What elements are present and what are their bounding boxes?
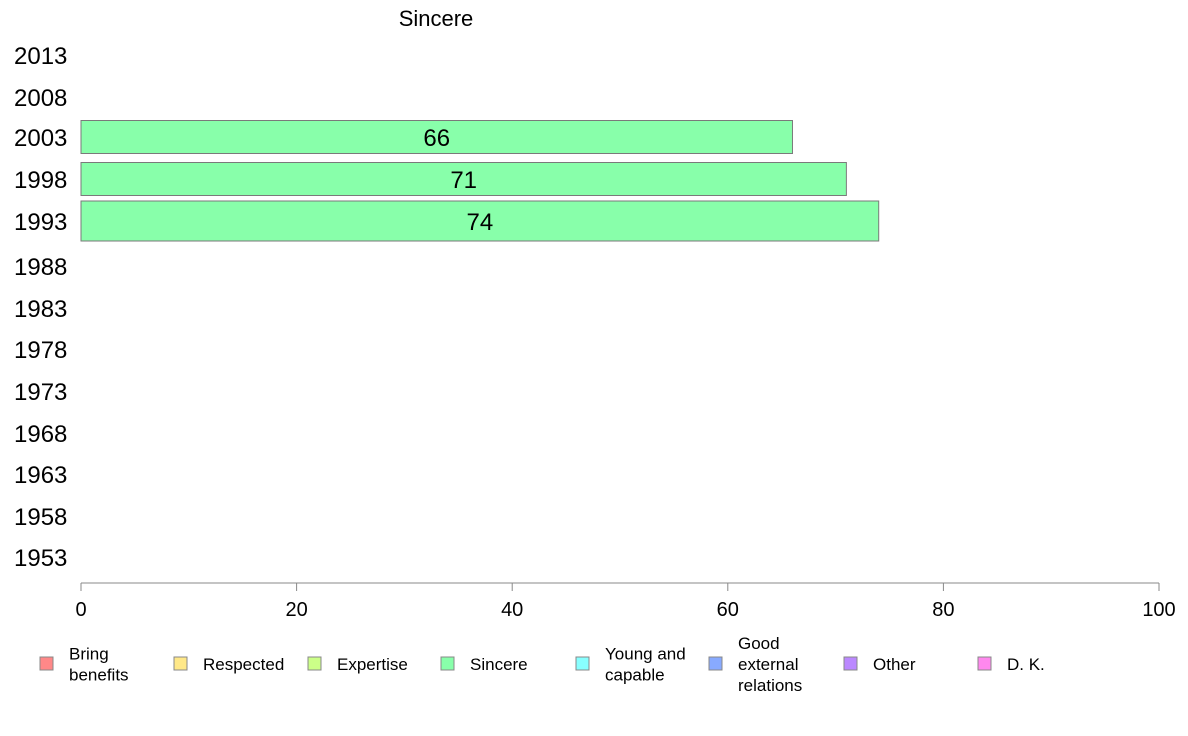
category-label-1983: 1983 xyxy=(14,296,67,323)
x-tick-label-20: 20 xyxy=(285,599,307,621)
legend-swatch xyxy=(708,656,723,671)
legend-swatch xyxy=(307,656,322,671)
legend-label: Respected xyxy=(203,655,284,674)
legend-label: Other xyxy=(873,655,916,674)
legend-item-sincere: Sincere xyxy=(440,655,528,674)
bar-value-label-1993: 74 xyxy=(467,209,494,236)
bar-1993 xyxy=(80,200,880,242)
category-label-2003: 2003 xyxy=(14,125,67,152)
category-label-1973: 1973 xyxy=(14,379,67,406)
category-label-2013: 2013 xyxy=(14,43,67,70)
bar-value-label-2003: 66 xyxy=(423,125,450,152)
x-tick-label-60: 60 xyxy=(717,599,739,621)
legend-label: Young and capable xyxy=(605,645,686,685)
bar-1998 xyxy=(80,162,847,196)
legend-item-good-external-relations: Good external relations xyxy=(708,634,802,695)
category-label-2008: 2008 xyxy=(14,85,67,112)
category-label-1988: 1988 xyxy=(14,254,67,281)
bar-value-label-1998: 71 xyxy=(450,167,477,194)
legend-item-bring-benefits: Bring benefits xyxy=(39,645,129,685)
category-label-1958: 1958 xyxy=(14,504,67,531)
legend-item-other: Other xyxy=(843,655,916,674)
category-label-1963: 1963 xyxy=(14,462,67,489)
legend-item-young-and-capable: Young and capable xyxy=(575,645,686,685)
x-tick-label-100: 100 xyxy=(1142,599,1175,621)
x-tick-label-0: 0 xyxy=(75,599,86,621)
legend-swatch xyxy=(575,656,590,671)
x-axis: 0 20 40 60 80 100 xyxy=(75,582,1176,621)
legend-swatch xyxy=(173,656,188,671)
legend-item-respected: Respected xyxy=(173,655,284,674)
category-label-1968: 1968 xyxy=(14,421,67,448)
category-label-1978: 1978 xyxy=(14,337,67,364)
legend-swatch xyxy=(440,656,455,671)
bar-2003 xyxy=(80,120,793,154)
x-tick-label-80: 80 xyxy=(932,599,954,621)
legend-item-expertise: Expertise xyxy=(307,655,408,674)
legend-swatch xyxy=(843,656,858,671)
x-tick-label-40: 40 xyxy=(501,599,523,621)
legend-label: Expertise xyxy=(337,655,408,674)
legend-swatch xyxy=(39,656,54,671)
category-labels: 2013 2008 2003 1998 1993 1988 1983 1978 1973 1968… xyxy=(14,43,67,572)
category-label-1993: 1993 xyxy=(14,209,67,236)
legend-swatch xyxy=(977,656,992,671)
legend-label: D. K. xyxy=(1007,655,1045,674)
category-label-1953: 1953 xyxy=(14,545,67,572)
legend-label: Sincere xyxy=(470,655,528,674)
category-label-1998: 1998 xyxy=(14,167,67,194)
chart-title: Sincere xyxy=(399,6,474,31)
legend: Bring benefits Respected Expertise Sincere Yo… xyxy=(39,634,1045,695)
legend-label: Bring benefits xyxy=(69,645,129,685)
legend-item-d-k: D. K. xyxy=(977,655,1045,674)
legend-label: Good external relations xyxy=(738,634,802,695)
